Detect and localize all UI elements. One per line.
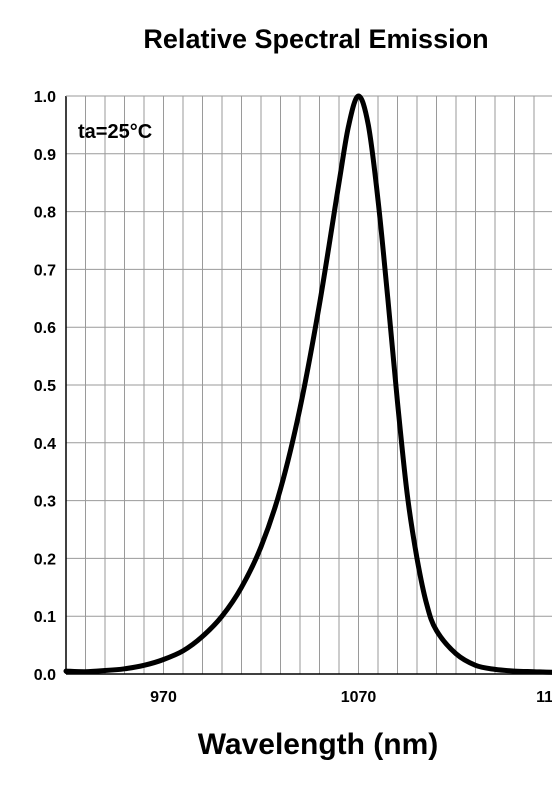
y-tick-label: 0.8 — [34, 205, 56, 222]
y-tick-label: 0.7 — [34, 262, 56, 279]
y-tick-label: 0.4 — [34, 436, 56, 453]
chart-title: Relative Spectral Emission — [143, 24, 489, 54]
y-tick-label: 1.0 — [34, 89, 56, 106]
y-tick-label: 0.5 — [34, 378, 56, 395]
x-tick-label: 970 — [150, 689, 177, 706]
curve-layer — [63, 93, 552, 675]
temperature-annotation: ta=25°C — [78, 121, 152, 143]
emission-curve — [63, 93, 552, 675]
y-tick-label: 0.1 — [34, 609, 56, 626]
axes — [65, 95, 552, 675]
grid — [66, 95, 552, 675]
y-tick-label: 0.9 — [34, 147, 56, 164]
y-tick-label: 0.2 — [34, 551, 56, 568]
tick-labels: 0.0 0.1 0.2 0.3 0.4 0.5 0.6 0.7 0.8 0.9 1.0 970 1070… — [34, 89, 552, 706]
y-tick-label: 0.6 — [34, 320, 56, 337]
x-tick-label: 1170 — [536, 689, 552, 706]
y-tick-label: 0.0 — [34, 667, 56, 684]
x-tick-label: 1070 — [341, 689, 377, 706]
y-tick-label: 0.3 — [34, 494, 56, 511]
x-axis-title: Wavelength (nm) — [197, 728, 439, 761]
